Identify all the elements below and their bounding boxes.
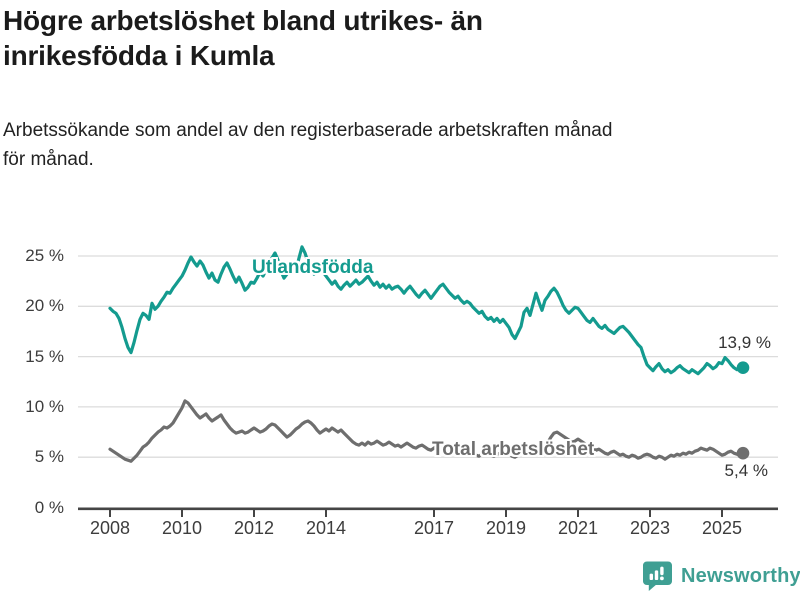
- end-value-label-utlandsfodda: 13,9 %: [718, 333, 771, 352]
- page-title-line-1: Högre arbetslöshet bland utrikes- än: [3, 5, 483, 36]
- chart-subtitle-line-2: för månad.: [3, 148, 94, 170]
- chart-subtitle-line-1: Arbetssökande som andel av den registerb…: [3, 120, 613, 141]
- y-axis-label-15: 15 %: [25, 346, 64, 366]
- y-axis-label-10: 10 %: [25, 396, 64, 416]
- end-value-label-total: 5,4 %: [724, 461, 768, 480]
- speech-bubble-bar-chart-icon: [643, 561, 672, 591]
- y-axis-label-20: 20 %: [25, 296, 64, 316]
- newsworthy-logo: Newsworthy: [642, 560, 800, 592]
- end-dot-total-arbetsloshet: [736, 446, 750, 460]
- chart-subtitle: Arbetssökande som andel av den registerb…: [3, 117, 793, 174]
- x-axis-label-2014: 2014: [305, 518, 347, 538]
- series-line-utlandsfodda: [108, 245, 745, 376]
- end-dot-utlandsfodda: [736, 361, 750, 375]
- y-axis-label-5: 5 %: [34, 447, 64, 467]
- x-axis-label-2010: 2010: [161, 518, 203, 538]
- x-axis-label-2023: 2023: [629, 518, 671, 538]
- x-axis-label-2012: 2012: [233, 518, 275, 538]
- logo-text: Newsworthy: [681, 564, 800, 587]
- x-axis-label-2008: 2008: [89, 518, 131, 538]
- series-line-total-arbetsloshet: [108, 399, 745, 463]
- page-title-line-2: inrikesfödda i Kumla: [3, 39, 275, 71]
- series-label-total: Total arbetslöshet: [432, 439, 595, 460]
- x-axis-label-2017: 2017: [413, 518, 455, 538]
- series-label-utlandsfodda: Utlandsfödda: [252, 257, 374, 278]
- y-axis-label-0: 0 %: [34, 497, 64, 517]
- x-axis-label-2019: 2019: [485, 518, 527, 538]
- y-axis-label-25: 25 %: [25, 246, 64, 265]
- page-title: Högre arbetslöshet bland utrikes- än inr…: [3, 4, 773, 73]
- x-axis-label-2025: 2025: [701, 518, 743, 538]
- x-axis-label-2021: 2021: [557, 518, 599, 538]
